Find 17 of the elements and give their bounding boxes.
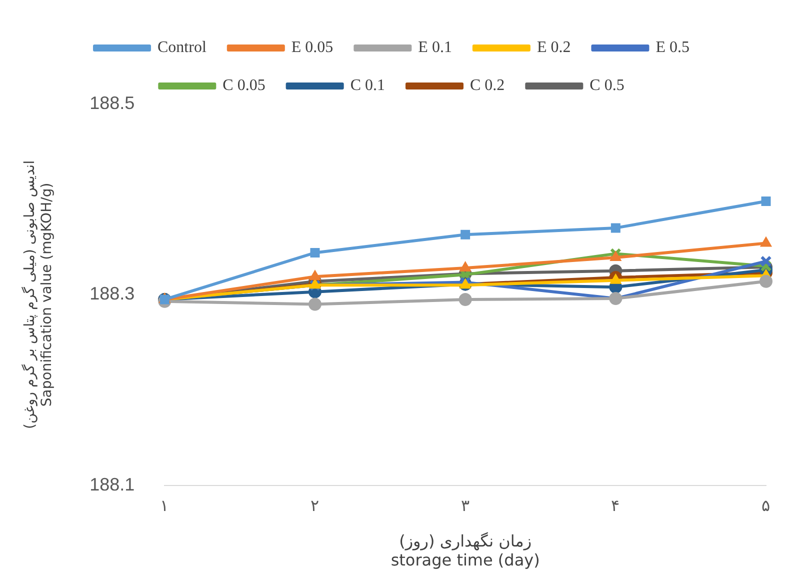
legend-label: E 0.5 [656, 39, 690, 56]
x-tick-label: ۲ [310, 498, 320, 516]
x-tick-label: ۵ [762, 498, 770, 516]
x-tick-label: ۱ [160, 498, 170, 516]
legend-label: C 0.5 [590, 77, 624, 94]
legend-label: C 0.2 [470, 77, 505, 94]
x-tick-label: ۴ [611, 498, 620, 516]
legend-label: C 0.1 [350, 77, 385, 94]
legend-label: E 0.1 [418, 39, 452, 56]
y-tick-label: 188.1 [90, 474, 135, 494]
legend-label: C 0.05 [222, 77, 266, 94]
y-tick-label: 188.5 [90, 92, 135, 113]
x-tick-label: ۳ [460, 498, 470, 516]
legend-label: E 0.05 [291, 39, 334, 56]
legend-label: E 0.2 [536, 39, 571, 56]
legend-label: Control [158, 39, 207, 56]
y-tick-label: 188.3 [90, 284, 135, 304]
